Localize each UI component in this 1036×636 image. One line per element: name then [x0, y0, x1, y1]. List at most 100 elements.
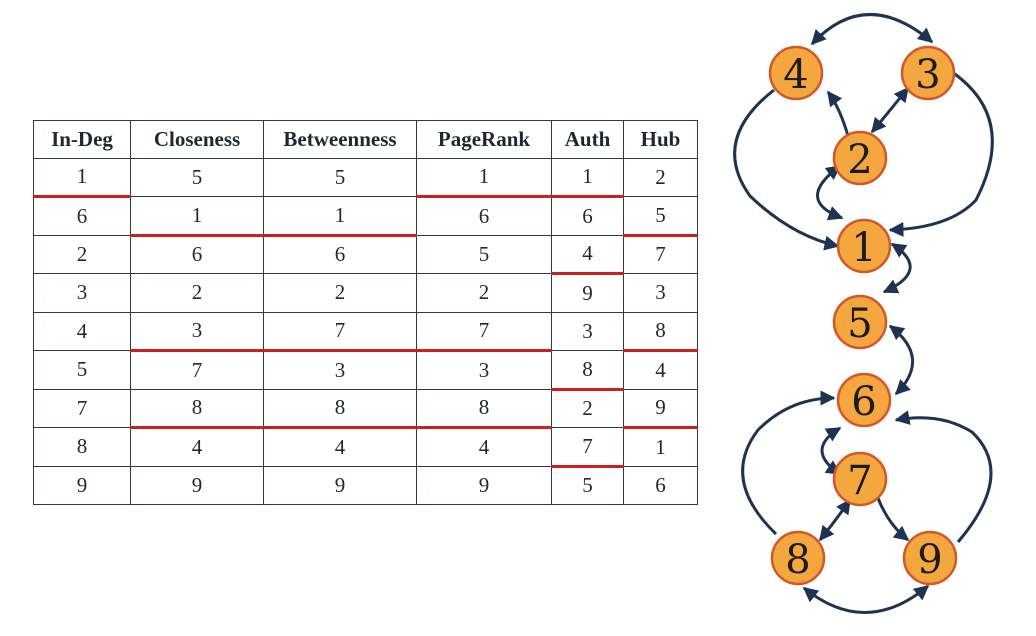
node-9: 9 — [902, 530, 958, 586]
svg-text:9: 9 — [917, 537, 942, 583]
table-cell-hub: 4 — [623, 350, 698, 390]
table-cell-in-deg: 2 — [33, 234, 131, 274]
table-cell-pagerank: 6 — [416, 196, 552, 236]
table-cell-auth: 7 — [551, 427, 624, 468]
table-cell-hub: 5 — [623, 196, 698, 237]
table-cell-hub: 8 — [623, 311, 698, 352]
table-cell-closeness: 1 — [130, 196, 264, 237]
column-header-betweenness: Betweenness — [263, 120, 417, 159]
table-cell-closeness: 2 — [130, 273, 264, 313]
table-cell-betweenness: 7 — [263, 311, 417, 352]
edge-7-9 — [876, 497, 910, 542]
table-cell-hub: 6 — [623, 465, 698, 505]
svg-text:7: 7 — [847, 458, 872, 504]
table-cell-closeness: 6 — [130, 234, 264, 274]
table-cell-auth: 6 — [551, 196, 624, 236]
node-2: 2 — [832, 130, 888, 186]
graph-nodes: 4 3 2 1 5 6 7 8 — [768, 45, 958, 586]
node-3: 3 — [900, 45, 956, 101]
table-cell-auth: 5 — [551, 465, 624, 505]
column-header-in-deg: In-Deg — [33, 120, 131, 159]
table-cell-betweenness: 2 — [263, 273, 417, 313]
table-cell-in-deg: 3 — [33, 273, 131, 313]
table-cell-betweenness: 4 — [263, 427, 417, 467]
table-cell-betweenness: 5 — [263, 157, 417, 197]
table-cell-hub: 7 — [623, 234, 698, 274]
table-cell-closeness: 3 — [130, 311, 264, 352]
table-cell-pagerank: 7 — [416, 311, 552, 352]
column-header-closeness: Closeness — [130, 120, 264, 159]
svg-text:3: 3 — [915, 52, 940, 98]
table-cell-auth: 1 — [551, 157, 624, 198]
column-header-auth: Auth — [551, 120, 624, 159]
table-cell-auth: 9 — [551, 273, 624, 313]
svg-text:8: 8 — [785, 537, 810, 583]
table-cell-in-deg: 6 — [33, 196, 131, 236]
node-6: 6 — [836, 372, 892, 428]
node-8: 8 — [770, 530, 826, 586]
table-cell-hub: 1 — [623, 427, 698, 467]
table-cell-in-deg: 8 — [33, 427, 131, 467]
table-cell-betweenness: 9 — [263, 465, 417, 505]
table-cell-betweenness: 1 — [263, 196, 417, 237]
edge-4-1 — [733, 88, 840, 251]
table-cell-in-deg: 9 — [33, 465, 131, 505]
table-cell-pagerank: 3 — [416, 350, 552, 390]
table-cell-hub: 2 — [623, 157, 698, 197]
edge-8-6 — [741, 390, 836, 536]
svg-text:5: 5 — [847, 301, 872, 347]
edge-8-9 — [802, 584, 930, 614]
table-cell-auth: 3 — [551, 311, 624, 351]
table-cell-in-deg: 7 — [33, 388, 131, 428]
table-cell-in-deg: 4 — [33, 311, 131, 351]
table-cell-closeness: 7 — [130, 350, 264, 390]
table-cell-closeness: 5 — [130, 157, 264, 197]
table-cell-in-deg: 1 — [33, 157, 131, 198]
table-cell-betweenness: 6 — [263, 234, 417, 274]
table-cell-pagerank: 8 — [416, 388, 552, 429]
edge-2-1 — [816, 164, 844, 221]
table-cell-auth: 4 — [551, 234, 624, 275]
table-cell-auth: 2 — [551, 388, 624, 428]
table-cell-auth: 8 — [551, 350, 624, 391]
svg-text:2: 2 — [847, 137, 872, 183]
table-cell-pagerank: 5 — [416, 234, 552, 274]
column-header-pagerank: PageRank — [416, 120, 552, 159]
table-cell-pagerank: 9 — [416, 465, 552, 505]
edge-5-6 — [888, 324, 914, 396]
svg-text:4: 4 — [783, 52, 808, 98]
edge-7-6 — [820, 426, 842, 476]
table-cell-pagerank: 1 — [416, 157, 552, 198]
table-cell-closeness: 4 — [130, 427, 264, 467]
edge-1-5 — [882, 242, 912, 294]
table-cell-hub: 3 — [623, 273, 698, 313]
table-cell-in-deg: 5 — [33, 350, 131, 390]
column-header-hub: Hub — [623, 120, 698, 159]
svg-text:1: 1 — [851, 225, 876, 271]
edge-9-6 — [894, 410, 993, 543]
network-graph: 4 3 2 1 5 6 7 8 — [733, 13, 994, 614]
node-1: 1 — [836, 218, 892, 274]
edge-8-7 — [818, 498, 852, 542]
edge-2-3 — [870, 86, 910, 134]
table-cell-hub: 9 — [623, 388, 698, 429]
table-header-row: In-Deg Closeness Betweenness PageRank Au… — [33, 120, 698, 159]
table-cell-betweenness: 8 — [263, 388, 417, 429]
edge-2-4 — [826, 90, 850, 137]
table-cell-closeness: 9 — [130, 465, 264, 505]
table-cell-betweenness: 3 — [263, 350, 417, 390]
centrality-ranking-table: In-Deg Closeness Betweenness PageRank Au… — [33, 120, 698, 505]
table-cell-pagerank: 2 — [416, 273, 552, 313]
node-5: 5 — [832, 294, 888, 350]
table-cell-closeness: 8 — [130, 388, 264, 429]
